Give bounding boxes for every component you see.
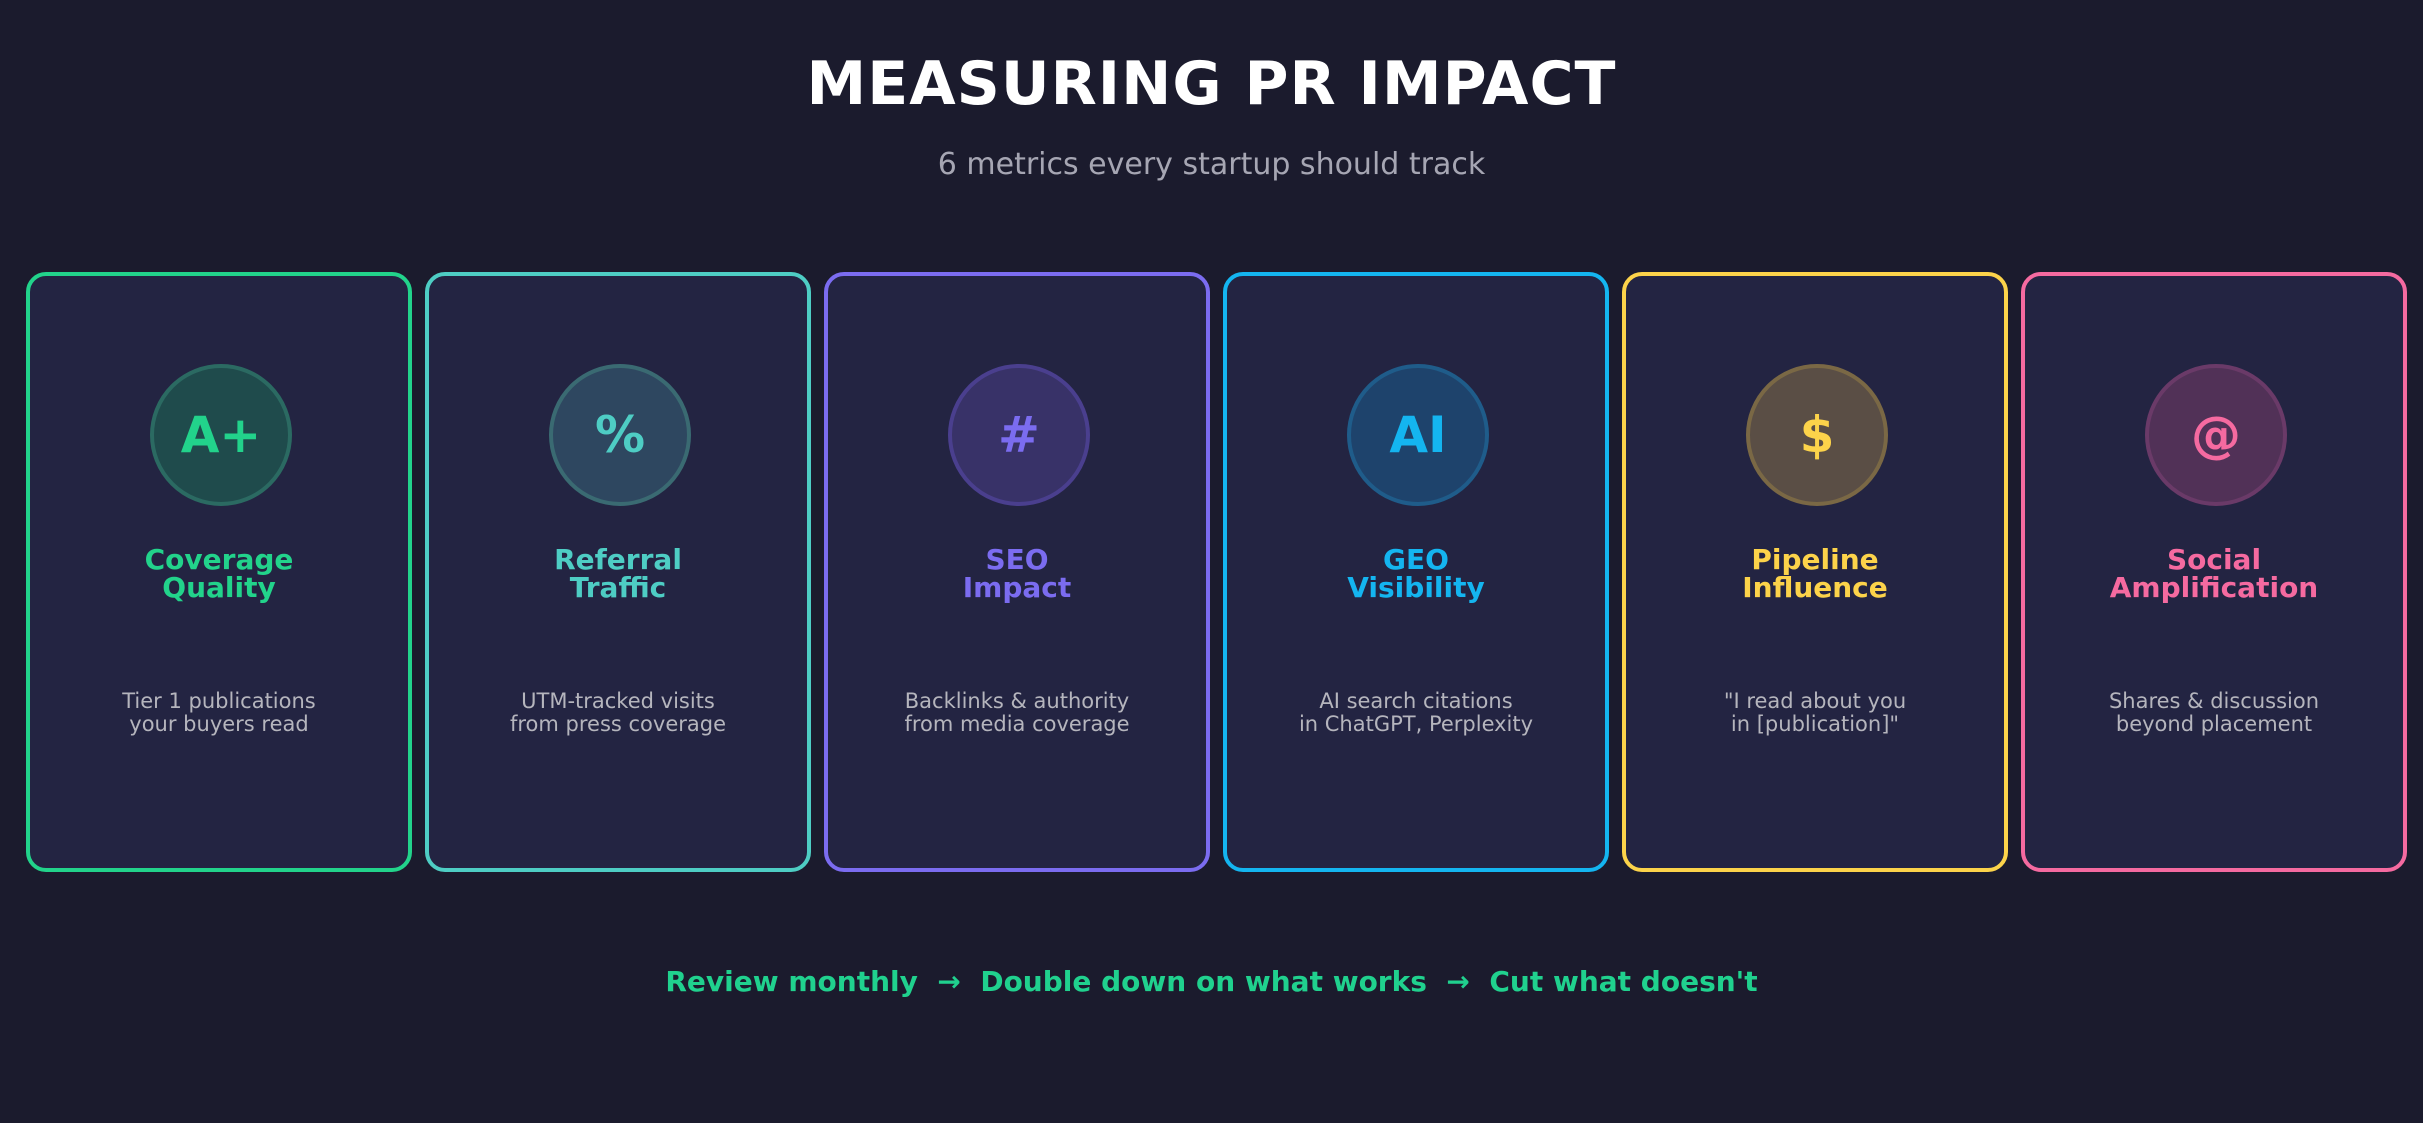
metric-description-line: Tier 1 publications: [122, 689, 316, 713]
dollar-icon: $: [1746, 364, 1888, 506]
metric-description-line: Shares & discussion: [2108, 689, 2320, 713]
metric-description-line: in ChatGPT, Perplexity: [1298, 712, 1534, 736]
metric-title-line: Coverage: [144, 543, 294, 576]
percent-icon: %: [549, 364, 691, 506]
metric-title: SEO Impact: [828, 546, 1206, 602]
review-cycle-footer: Review monthly → Double down on what wor…: [665, 965, 1758, 998]
metric-description-line: "I read about you: [1723, 689, 1907, 713]
metric-description-line: your buyers read: [129, 712, 309, 736]
metric-title-line: Pipeline: [1751, 543, 1879, 576]
metric-title: Referral Traffic: [429, 546, 807, 602]
metric-description: "I read about you in [publication]": [1626, 690, 2004, 736]
metric-title-line: Social: [2166, 543, 2262, 576]
metric-title-line: Influence: [1742, 571, 1888, 604]
metric-description-line: UTM-tracked visits: [521, 689, 715, 713]
metric-title-line: Referral: [554, 543, 682, 576]
metric-title-line: GEO: [1383, 543, 1449, 576]
metric-title-line: Visibility: [1347, 571, 1485, 604]
metric-title-line: Amplification: [2109, 571, 2319, 604]
metric-title: Pipeline Influence: [1626, 546, 2004, 602]
metric-title-line: Impact: [962, 571, 1072, 604]
metric-title: Coverage Quality: [30, 546, 408, 602]
metric-description-line: from press coverage: [509, 712, 727, 736]
metric-card-geo-visibility: AI GEO Visibility AI search citations in…: [1223, 272, 1609, 872]
metric-description-line: beyond placement: [2115, 712, 2313, 736]
metric-card-referral-traffic: % Referral Traffic UTM-tracked visits fr…: [425, 272, 811, 872]
metric-description-line: AI search citations: [1319, 689, 1513, 713]
metric-description: UTM-tracked visits from press coverage: [429, 690, 807, 736]
page-subtitle: 6 metrics every startup should track: [937, 147, 1486, 182]
metric-description-line: Backlinks & authority: [904, 689, 1130, 713]
metric-description-line: in [publication]": [1730, 712, 1900, 736]
metrics-cards: A+ Coverage Quality Tier 1 publications …: [26, 272, 2407, 872]
metric-card-social-amplification: @ Social Amplification Shares & discussi…: [2021, 272, 2407, 872]
metric-card-seo-impact: # SEO Impact Backlinks & authority from …: [824, 272, 1210, 872]
metric-card-coverage-quality: A+ Coverage Quality Tier 1 publications …: [26, 272, 412, 872]
metric-description-line: from media coverage: [904, 712, 1130, 736]
grade-icon: A+: [150, 364, 292, 506]
metric-title-line: SEO: [985, 543, 1049, 576]
metric-title: Social Amplification: [2025, 546, 2403, 602]
hash-icon: #: [948, 364, 1090, 506]
metric-title: GEO Visibility: [1227, 546, 1605, 602]
metric-description: Tier 1 publications your buyers read: [30, 690, 408, 736]
metric-description: AI search citations in ChatGPT, Perplexi…: [1227, 690, 1605, 736]
ai-icon: AI: [1347, 364, 1489, 506]
metric-description: Shares & discussion beyond placement: [2025, 690, 2403, 736]
at-icon: @: [2145, 364, 2287, 506]
metric-title-line: Traffic: [569, 571, 667, 604]
page-title: MEASURING PR IMPACT: [806, 49, 1617, 119]
metric-card-pipeline-influence: $ Pipeline Influence "I read about you i…: [1622, 272, 2008, 872]
metric-title-line: Quality: [162, 571, 276, 604]
metric-description: Backlinks & authority from media coverag…: [828, 690, 1206, 736]
